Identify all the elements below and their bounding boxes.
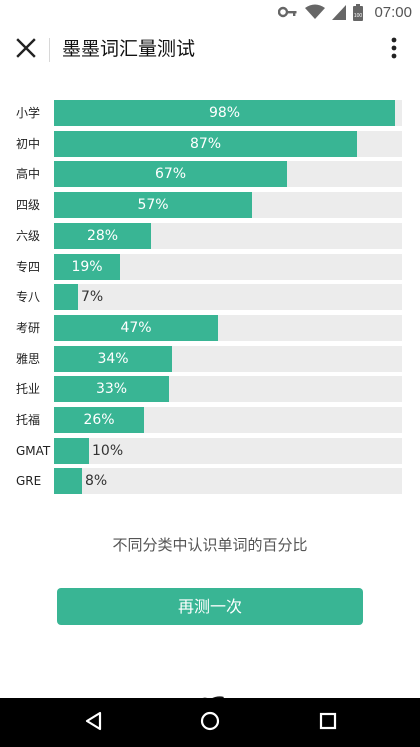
bar-track: 10% <box>54 437 402 464</box>
bar-row: 托福 26% <box>0 407 420 433</box>
value-label: 33% <box>95 381 128 398</box>
nav-home-button[interactable] <box>196 709 224 737</box>
wifi-icon <box>305 4 326 20</box>
status-bar: 100 07:00 <box>0 0 420 24</box>
signal-icon <box>332 4 347 20</box>
nav-recents-button[interactable] <box>314 709 342 737</box>
bar-track: 8% <box>54 468 402 495</box>
bar-track: 33% <box>54 376 402 403</box>
category-label: 专四 <box>16 259 41 274</box>
category-label: 初中 <box>16 136 41 151</box>
bar <box>54 437 89 464</box>
bar <box>54 468 82 495</box>
bar <box>54 253 120 280</box>
category-label: 六级 <box>16 228 41 243</box>
category-label: 专八 <box>16 290 41 305</box>
bar-track: 87% <box>54 130 402 157</box>
bar-row: 托业 33% <box>0 376 420 403</box>
value-label: 57% <box>137 197 169 214</box>
battery-icon: 100 <box>353 3 364 21</box>
bar <box>54 284 78 311</box>
bar-row: 专四 19% <box>0 253 420 280</box>
bar-track: 34% <box>54 345 402 372</box>
home-icon <box>200 711 220 735</box>
bar-track: 28% <box>54 222 402 249</box>
bar-track: 19% <box>54 253 402 280</box>
chart-caption: 不同分类中认识单词的百分比 <box>112 536 308 554</box>
bar-track: 98% <box>54 100 402 126</box>
more-options-button[interactable] <box>376 30 412 70</box>
bar-row: GMAT 10% <box>0 437 420 464</box>
bar-row: 小学 98% <box>0 100 420 126</box>
bar-row: GRE 8% <box>0 468 420 495</box>
bar <box>54 130 357 157</box>
bar <box>54 376 169 403</box>
category-label: 小学 <box>16 106 41 120</box>
bar-row: 专八 7% <box>0 284 420 311</box>
title-divider <box>49 38 50 62</box>
page-title: 墨墨词汇量测试 <box>62 38 196 60</box>
vocabulary-bar-chart: 小学 98% 初中 87% 高中 67% 四级 57% 六级 28% 专四 19% 专八 7% 考研 47% 雅… <box>0 98 420 498</box>
value-label: 34% <box>97 350 129 367</box>
back-icon <box>84 711 102 735</box>
svg-text:100: 100 <box>354 13 363 19</box>
value-label: 10% <box>92 442 124 459</box>
bar <box>54 161 287 188</box>
category-label: 雅思 <box>16 351 41 366</box>
bar-row: 初中 87% <box>0 130 420 157</box>
logo-icon <box>190 688 230 703</box>
category-label: GMAT <box>16 443 51 458</box>
category-label: 四级 <box>16 198 41 213</box>
status-time: 07:00 <box>374 3 412 21</box>
value-label: 98% <box>208 105 241 121</box>
key-icon <box>278 6 298 18</box>
value-label: 87% <box>189 135 222 152</box>
bar <box>54 314 218 341</box>
bar <box>54 407 144 433</box>
close-icon <box>16 38 36 62</box>
bar-row: 六级 28% <box>0 222 420 249</box>
category-label: 托业 <box>16 382 41 397</box>
retest-button[interactable]: 再测一次 <box>57 588 363 625</box>
category-label: 考研 <box>16 320 41 335</box>
value-label: 7% <box>81 289 104 306</box>
value-label: 8% <box>85 473 108 490</box>
close-button[interactable] <box>6 30 46 70</box>
bar <box>54 192 252 219</box>
bar-track: 47% <box>54 314 402 341</box>
bar-row: 雅思 34% <box>0 345 420 372</box>
category-label: GRE <box>16 474 42 489</box>
bar-track: 67% <box>54 161 402 188</box>
bar <box>54 222 151 249</box>
category-label: 高中 <box>16 167 41 182</box>
bar-track: 7% <box>54 284 402 311</box>
bar-track: 57% <box>54 192 402 219</box>
nav-back-button[interactable] <box>79 709 107 737</box>
bar-row: 考研 47% <box>0 314 420 341</box>
bar <box>54 100 395 126</box>
value-label: 19% <box>71 258 103 275</box>
bar-row: 四级 57% <box>0 192 420 219</box>
bar-row: 高中 67% <box>0 161 420 188</box>
bar-track: 26% <box>54 407 402 433</box>
value-label: 26% <box>83 412 115 428</box>
value-label: 47% <box>120 319 152 336</box>
recents-icon <box>319 712 337 734</box>
bar <box>54 345 172 372</box>
category-label: 托福 <box>16 413 41 427</box>
value-label: 67% <box>154 166 187 183</box>
app-bar: 墨墨词汇量测试 <box>0 24 420 76</box>
value-label: 28% <box>86 227 119 244</box>
system-nav-bar <box>0 698 420 747</box>
more-vert-icon <box>391 37 397 63</box>
